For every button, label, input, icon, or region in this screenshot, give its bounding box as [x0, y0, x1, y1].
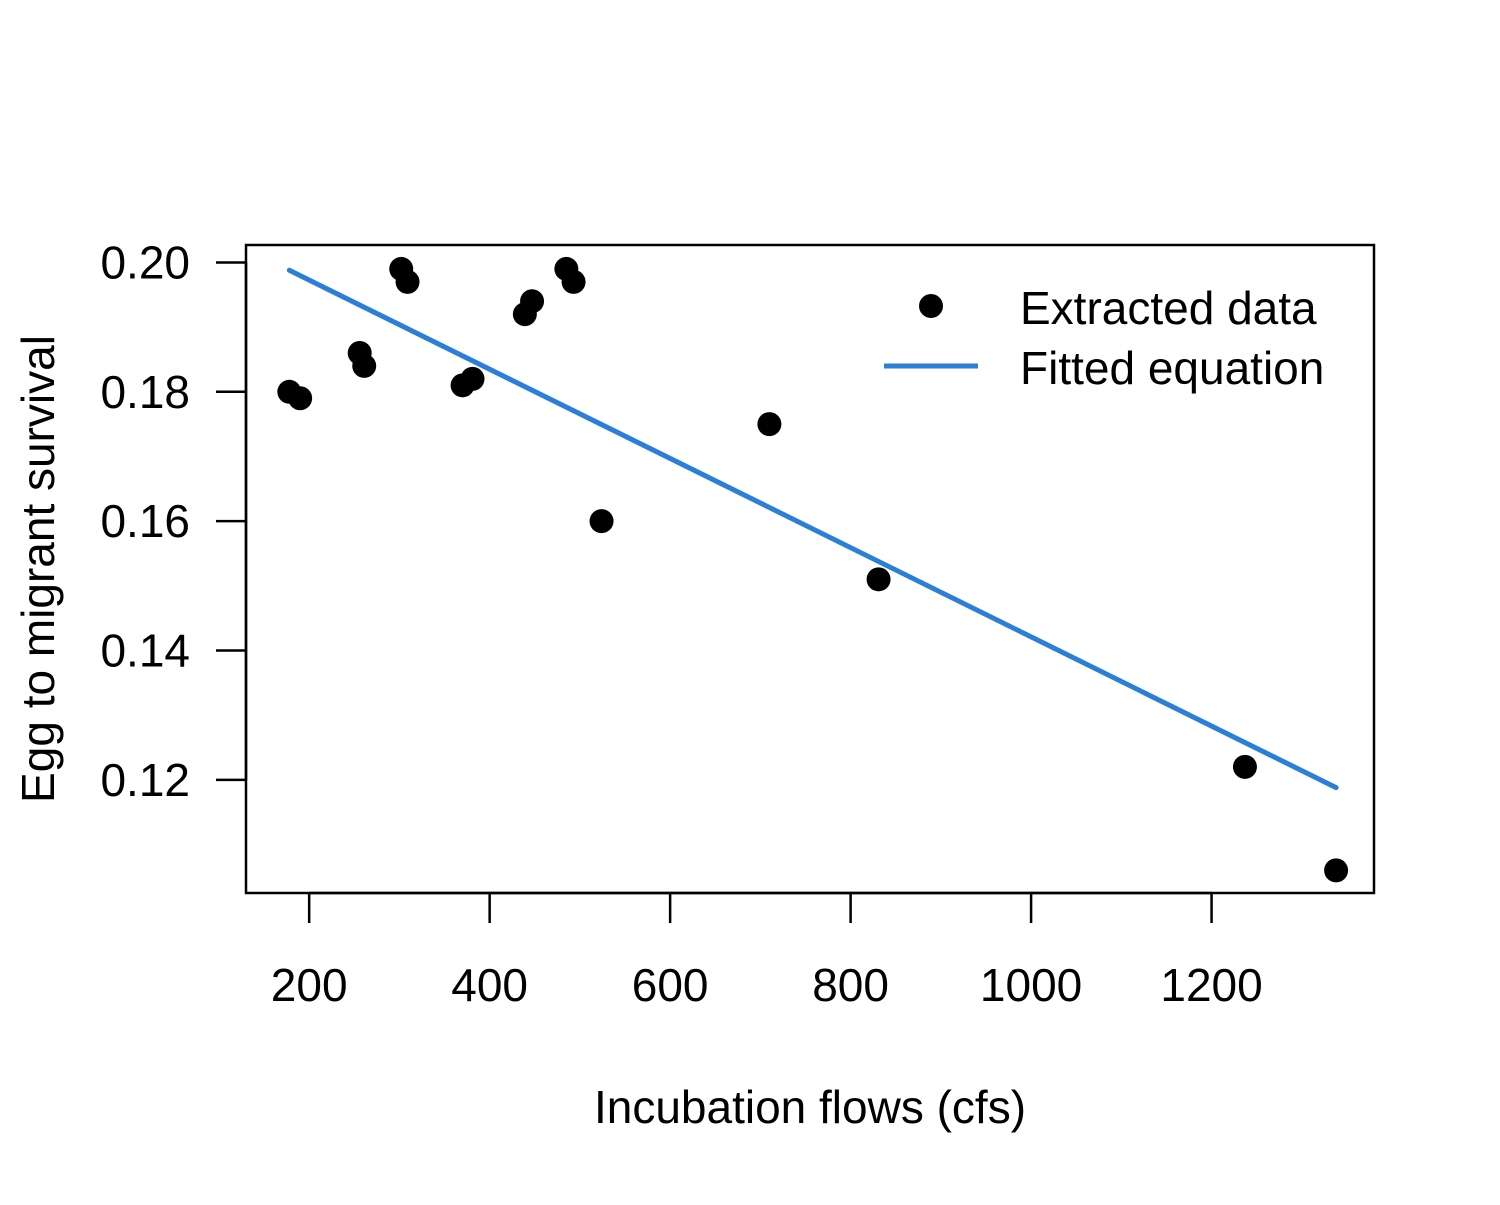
legend-line-label: Fitted equation — [1020, 342, 1324, 394]
x-axis-title: Incubation flows (cfs) — [594, 1081, 1026, 1133]
y-tick-label: 0.16 — [100, 495, 190, 547]
x-tick-label: 600 — [632, 959, 709, 1011]
data-point — [757, 412, 782, 437]
data-point — [1324, 858, 1349, 883]
x-tick-label: 1200 — [1160, 959, 1262, 1011]
data-point — [520, 289, 545, 314]
x-tick-label: 1000 — [980, 959, 1082, 1011]
data-point — [288, 386, 313, 411]
data-point — [561, 269, 586, 294]
data-point — [1232, 754, 1257, 779]
data-point — [352, 353, 377, 378]
y-tick-label: 0.20 — [100, 236, 190, 288]
y-axis: 0.12 0.14 0.16 0.18 0.20 — [100, 236, 248, 806]
y-tick-label: 0.14 — [100, 624, 190, 676]
x-tick-label: 200 — [271, 959, 348, 1011]
y-tick-label: 0.12 — [100, 754, 190, 806]
data-points-layer — [277, 256, 1349, 883]
fitted-line — [286, 267, 1339, 791]
x-tick-label: 400 — [451, 959, 528, 1011]
data-point — [866, 567, 891, 592]
legend-point-marker — [919, 294, 943, 318]
data-point — [395, 269, 420, 294]
legend: Extracted data Fitted equation — [884, 282, 1324, 394]
y-tick-label: 0.18 — [100, 366, 190, 418]
fitted-line-layer — [286, 267, 1339, 791]
x-tick-label: 800 — [812, 959, 889, 1011]
data-point — [460, 366, 485, 391]
x-axis: 200 400 600 800 1000 1200 — [271, 891, 1263, 1011]
data-point — [589, 509, 614, 534]
legend-points-label: Extracted data — [1020, 282, 1317, 334]
y-axis-title: Egg to migrant survival — [12, 335, 64, 803]
